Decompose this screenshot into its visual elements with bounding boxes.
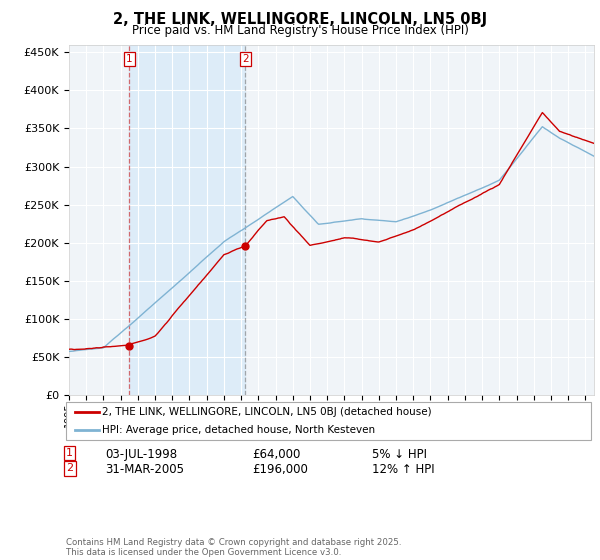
Text: 31-MAR-2005: 31-MAR-2005 — [105, 463, 184, 476]
Text: 2: 2 — [66, 463, 73, 473]
Text: 2, THE LINK, WELLINGORE, LINCOLN, LN5 0BJ: 2, THE LINK, WELLINGORE, LINCOLN, LN5 0B… — [113, 12, 487, 27]
Text: 5% ↓ HPI: 5% ↓ HPI — [372, 448, 427, 461]
Text: 12% ↑ HPI: 12% ↑ HPI — [372, 463, 434, 476]
Text: Price paid vs. HM Land Registry's House Price Index (HPI): Price paid vs. HM Land Registry's House … — [131, 24, 469, 37]
Text: 03-JUL-1998: 03-JUL-1998 — [105, 448, 177, 461]
Text: 1: 1 — [126, 54, 133, 64]
Text: £196,000: £196,000 — [252, 463, 308, 476]
Text: HPI: Average price, detached house, North Kesteven: HPI: Average price, detached house, Nort… — [102, 425, 375, 435]
Text: 2, THE LINK, WELLINGORE, LINCOLN, LN5 0BJ (detached house): 2, THE LINK, WELLINGORE, LINCOLN, LN5 0B… — [102, 407, 431, 417]
Text: £64,000: £64,000 — [252, 448, 301, 461]
Text: Contains HM Land Registry data © Crown copyright and database right 2025.
This d: Contains HM Land Registry data © Crown c… — [66, 538, 401, 557]
Bar — [129, 45, 245, 395]
Text: 1: 1 — [66, 448, 73, 458]
Text: 2: 2 — [242, 54, 249, 64]
